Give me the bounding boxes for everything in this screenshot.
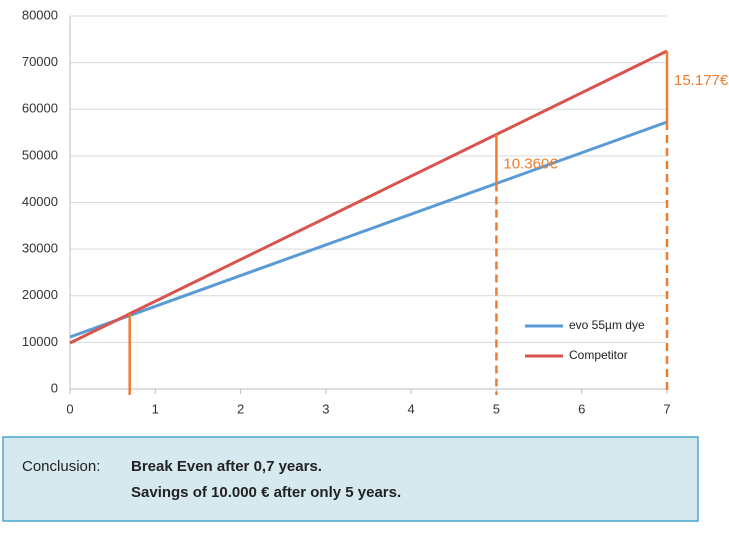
x-tick-label: 4 xyxy=(408,401,415,416)
x-tick-label: 0 xyxy=(66,401,73,416)
legend-label: evo 55µm dye xyxy=(569,318,645,332)
x-tick-label: 1 xyxy=(152,401,159,416)
conclusion-line: Savings of 10.000 € after only 5 years. xyxy=(131,484,401,501)
series-line xyxy=(69,120,668,339)
annotation-label: 10.360€ xyxy=(503,155,558,172)
x-tick-label: 7 xyxy=(663,401,670,416)
x-tick-label: 5 xyxy=(493,401,500,416)
annotation-label: 15.177€ xyxy=(674,72,729,89)
y-tick-label: 40000 xyxy=(22,194,58,209)
conclusion-box xyxy=(2,436,699,522)
conclusion-line: Break Even after 0,7 years. xyxy=(131,458,322,475)
x-tick-label: 6 xyxy=(578,401,585,416)
y-tick-label: 50000 xyxy=(22,147,58,162)
x-tick-label: 2 xyxy=(237,401,244,416)
y-tick-label: 60000 xyxy=(22,101,58,116)
conclusion-label: Conclusion: xyxy=(22,458,100,475)
y-tick-label: 10000 xyxy=(22,334,58,349)
legend-label: Competitor xyxy=(569,348,628,362)
y-tick-label: 70000 xyxy=(22,54,58,69)
series-line xyxy=(69,49,668,345)
y-tick-label: 30000 xyxy=(22,241,58,256)
y-tick-label: 80000 xyxy=(22,7,58,22)
y-tick-label: 20000 xyxy=(22,287,58,302)
x-tick-label: 3 xyxy=(322,401,329,416)
y-tick-label: 0 xyxy=(51,380,58,395)
